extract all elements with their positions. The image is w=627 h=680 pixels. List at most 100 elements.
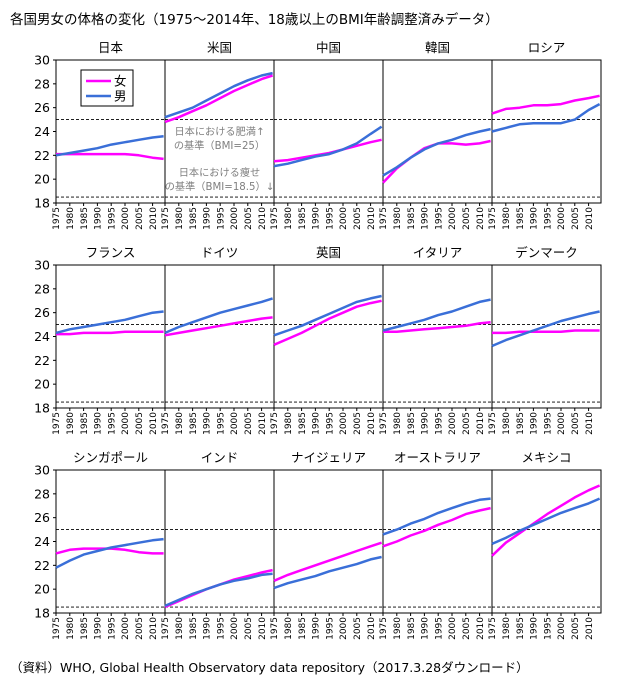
x-tick-label: 1990 — [203, 412, 213, 435]
x-tick-label: 1980 — [393, 207, 403, 230]
y-tick-label: 18 — [34, 606, 50, 621]
series-male-line — [164, 297, 273, 335]
x-tick-label: 1985 — [189, 617, 199, 640]
panel-frame — [382, 264, 493, 409]
x-tick-label: 1980 — [284, 412, 294, 435]
series-male-line — [382, 127, 491, 177]
x-tick-label: 1985 — [407, 617, 417, 640]
series-male-line — [55, 135, 164, 157]
series-male-line — [164, 572, 273, 608]
y-tick-label: 28 — [34, 76, 50, 91]
x-tick-label: 2010 — [149, 412, 159, 435]
x-tick-label: 1980 — [393, 617, 403, 640]
x-tick-label: 1995 — [434, 617, 444, 640]
y-tick-label: 30 — [34, 463, 50, 478]
series-male-line — [273, 294, 382, 337]
page-title: 各国男女の体格の変化（1975～2014年、18歳以上のBMI年齢調整済みデータ… — [10, 12, 499, 28]
x-tick-label: 2000 — [448, 412, 458, 435]
x-tick-label: 1995 — [107, 207, 117, 230]
panel-country-label: 米国 — [207, 40, 232, 55]
series-female-line — [56, 330, 164, 336]
x-tick-label: 2005 — [244, 207, 254, 230]
x-tick-label: 1990 — [530, 412, 540, 435]
series-female-line — [164, 316, 273, 337]
x-tick-label: 1995 — [543, 617, 553, 640]
x-tick-label: 1995 — [434, 207, 444, 230]
x-tick-label: 2000 — [448, 617, 458, 640]
x-tick-label: 1980 — [66, 412, 76, 435]
x-tick-label: 2010 — [367, 207, 377, 230]
reference-annotation: 日本における痩せ — [179, 166, 261, 179]
x-tick-label: 2010 — [585, 617, 595, 640]
x-tick-label: 1985 — [189, 412, 199, 435]
x-tick-label: 2005 — [353, 617, 363, 640]
series-female-line — [382, 506, 491, 548]
x-tick-label: 1995 — [216, 207, 226, 230]
x-tick-label: 1980 — [502, 412, 512, 435]
legend-label: 男 — [114, 89, 127, 104]
x-tick-label: 2010 — [258, 207, 268, 230]
x-tick-label: 1975 — [488, 207, 498, 230]
x-tick-label: 2000 — [448, 207, 458, 230]
x-tick-label: 1980 — [502, 617, 512, 640]
y-tick-label: 20 — [34, 582, 50, 597]
x-tick-label: 1975 — [161, 617, 171, 640]
x-tick-label: 1990 — [312, 412, 322, 435]
panel-country-label: イタリア — [413, 245, 463, 260]
x-tick-label: 2010 — [476, 617, 486, 640]
x-tick-label: 2000 — [557, 207, 567, 230]
series-male-line — [164, 71, 273, 119]
source-note: （資料）WHO, Global Health Observatory data … — [10, 660, 529, 675]
x-tick-label: 1980 — [175, 617, 185, 640]
x-tick-label: 1975 — [379, 207, 389, 230]
y-tick-label: 22 — [34, 148, 50, 163]
y-tick-label: 18 — [34, 196, 50, 211]
series-female-line — [164, 74, 273, 124]
x-tick-label: 1995 — [543, 207, 553, 230]
series-male-line — [491, 102, 601, 133]
panel-country-label: 中国 — [316, 40, 341, 55]
x-tick-label: 1990 — [530, 207, 540, 230]
panel-frame — [273, 469, 384, 614]
x-tick-label: 2005 — [244, 617, 254, 640]
x-tick-label: 2010 — [258, 617, 268, 640]
x-tick-label: 2000 — [339, 207, 349, 230]
y-tick-label: 26 — [34, 510, 50, 525]
x-tick-label: 2010 — [149, 617, 159, 640]
x-tick-label: 2010 — [476, 412, 486, 435]
series-male-line — [382, 298, 491, 332]
x-tick-label: 1975 — [488, 617, 498, 640]
x-tick-label: 1995 — [434, 412, 444, 435]
panel-frame — [164, 264, 275, 409]
x-tick-label: 1995 — [325, 412, 335, 435]
series-female-line — [383, 320, 491, 333]
series-male-line — [273, 555, 382, 590]
x-tick-label: 1975 — [52, 207, 62, 230]
x-tick-label: 2005 — [571, 412, 581, 435]
x-tick-label: 1975 — [379, 617, 389, 640]
x-tick-label: 2010 — [367, 412, 377, 435]
x-tick-label: 1980 — [66, 617, 76, 640]
series-male-line — [55, 537, 164, 569]
series-female-line — [273, 138, 382, 163]
reference-annotation: の基準（BMI=25） — [174, 139, 265, 152]
y-tick-label: 20 — [34, 172, 50, 187]
x-tick-label: 2000 — [230, 207, 240, 230]
x-tick-label: 1995 — [325, 617, 335, 640]
x-tick-label: 2000 — [230, 617, 240, 640]
x-tick-label: 1990 — [203, 207, 213, 230]
series-male-line — [55, 310, 164, 335]
x-tick-label: 1975 — [52, 617, 62, 640]
panel-country-label: フランス — [86, 245, 136, 260]
x-tick-label: 1980 — [66, 207, 76, 230]
panel-frame — [491, 264, 602, 409]
panel-country-label: インド — [201, 450, 239, 465]
y-tick-label: 22 — [34, 558, 50, 573]
series-male-line — [491, 310, 600, 348]
series-female-line — [273, 541, 382, 582]
x-tick-label: 1975 — [270, 617, 280, 640]
x-tick-label: 1975 — [270, 207, 280, 230]
x-tick-label: 1985 — [298, 617, 308, 640]
x-tick-label: 2000 — [121, 412, 131, 435]
